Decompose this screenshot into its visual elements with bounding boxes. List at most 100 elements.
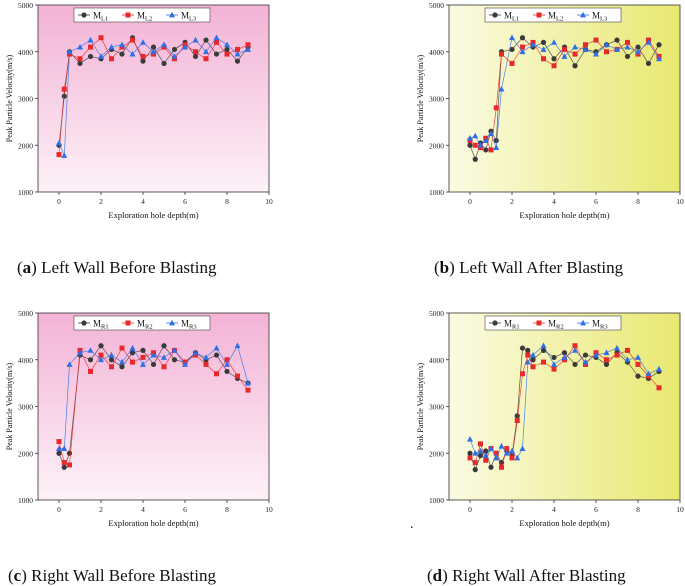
x-axis-label: Exploration hole depth(m) [108, 518, 198, 528]
point-MR3-13 [540, 342, 547, 349]
point-MR3-23 [645, 370, 652, 377]
y-tick-label-4000: 4000 [18, 48, 33, 57]
point-MR3-0 [467, 436, 473, 442]
point-ML3-6 [108, 43, 115, 50]
plot-area-c [37, 312, 270, 501]
point-ML3-2 [66, 48, 73, 55]
x-tick-label-6: 6 [594, 505, 598, 514]
point-ML1-5 [493, 137, 499, 144]
x-tick-label-6: 6 [183, 505, 187, 514]
point-ML3-19 [245, 46, 251, 52]
point-MR2-18 [235, 373, 240, 379]
legend-label-ML2: ML2 [548, 11, 563, 23]
point-ML2-3 [77, 56, 83, 62]
point-ML1-13 [572, 63, 578, 69]
panel-d: 1000 2000 3000 4000 5000 0 2 4 6 8 10 Exploration h… [416, 309, 684, 528]
legend-marker-ML2 [536, 12, 542, 18]
point-MR2-22 [635, 361, 641, 367]
point-ML1-7 [119, 51, 125, 57]
point-ML1-3 [77, 60, 83, 67]
point-MR2-5 [98, 352, 104, 358]
point-MR2-5 [493, 450, 499, 456]
point-MR2-10 [520, 371, 525, 377]
point-ML3-4 [488, 130, 494, 136]
point-ML2-1 [61, 86, 67, 92]
legend-box-a [73, 7, 211, 23]
point-ML3-14 [192, 36, 199, 43]
caption-c: (c) Right Wall Before Blasting [8, 566, 216, 585]
legend-label-ML2: ML2 [137, 11, 152, 23]
point-MR1-5 [98, 343, 104, 349]
point-MR2-1 [61, 460, 67, 466]
point-ML2-15 [593, 37, 599, 43]
panel-b: 1000 2000 3000 4000 5000 0 2 4 6 8 10 Exploration h… [416, 1, 684, 220]
caption-d: (d) Right Wall After Blasting [427, 566, 626, 585]
point-MR1-10 [519, 345, 526, 351]
caption-a: (a) Left Wall Before Blasting [17, 258, 217, 277]
point-ML3-17 [224, 41, 230, 48]
point-MR3-4 [87, 347, 94, 353]
point-ML3-13 [182, 43, 188, 50]
point-ML2-8 [520, 44, 525, 50]
point-MR1-10 [150, 361, 157, 368]
legend-marker-MR1 [492, 320, 498, 326]
y-axis-label: Peak Particle Velocity(m/s) [5, 362, 14, 450]
point-ML3-12 [561, 53, 568, 59]
legend-marker-MR1 [81, 320, 87, 326]
point-ML1-21 [656, 42, 662, 48]
point-MR2-16 [572, 343, 578, 349]
x-tick-label-6: 6 [594, 197, 598, 206]
point-ML2-0 [56, 152, 62, 158]
point-ML3-13 [572, 43, 578, 50]
legend-label-MR1: MR1 [93, 319, 109, 331]
point-MR2-1 [472, 460, 478, 466]
y-tick-label-4000: 4000 [429, 48, 444, 57]
point-ML3-1 [61, 152, 68, 158]
point-ML2-10 [541, 56, 546, 62]
series-line-ML3 [469, 36, 660, 148]
point-MR2-19 [604, 357, 609, 363]
legend-label-MR2: MR2 [137, 319, 153, 331]
point-MR3-1 [61, 445, 68, 451]
caption-b: (b) Left Wall After Blasting [434, 258, 624, 277]
legend-label-ML3: ML3 [181, 11, 196, 23]
legend-c: MR1 MR2 MR3 [73, 315, 211, 331]
point-MR3-0 [56, 445, 62, 451]
legend-label-MR3: MR3 [181, 319, 197, 331]
x-tick-label-8: 8 [636, 197, 640, 206]
point-MR2-19 [245, 387, 251, 393]
point-MR1-11 [161, 343, 167, 349]
point-MR1-6 [108, 357, 115, 363]
point-ML1-0 [467, 142, 473, 148]
x-tick-label-4: 4 [141, 197, 145, 206]
point-ML2-6 [109, 56, 114, 62]
point-ML1-10 [150, 44, 157, 50]
x-tick-label-2: 2 [510, 197, 514, 206]
point-MR3-2 [477, 447, 484, 454]
point-MR1-16 [572, 361, 578, 368]
point-ML3-8 [129, 50, 136, 57]
point-MR2-13 [541, 359, 546, 365]
point-MR2-24 [656, 385, 662, 391]
point-MR2-9 [514, 418, 520, 424]
point-MR3-2 [66, 361, 73, 367]
point-MR2-0 [467, 455, 473, 461]
y-tick-label-4000: 4000 [18, 356, 33, 365]
point-MR3-11 [161, 354, 167, 360]
point-MR3-21 [624, 356, 631, 363]
point-MR1-2 [66, 450, 73, 456]
point-MR2-0 [56, 439, 62, 445]
point-ML3-5 [98, 53, 104, 59]
point-MR2-2 [478, 441, 483, 447]
point-ML2-4 [488, 147, 494, 153]
point-MR3-8 [509, 447, 515, 454]
point-MR3-6 [498, 443, 505, 449]
point-MR3-5 [493, 454, 500, 461]
x-tick-label-8: 8 [225, 505, 229, 514]
point-MR2-15 [203, 361, 209, 367]
point-ML1-17 [224, 46, 230, 53]
point-ML1-3 [483, 147, 489, 153]
point-ML2-14 [193, 49, 198, 55]
panel-a: 1000 2000 3000 4000 5000 0 2 4 6 8 10 Exploration h… [5, 1, 273, 220]
point-MR3-16 [213, 344, 220, 351]
